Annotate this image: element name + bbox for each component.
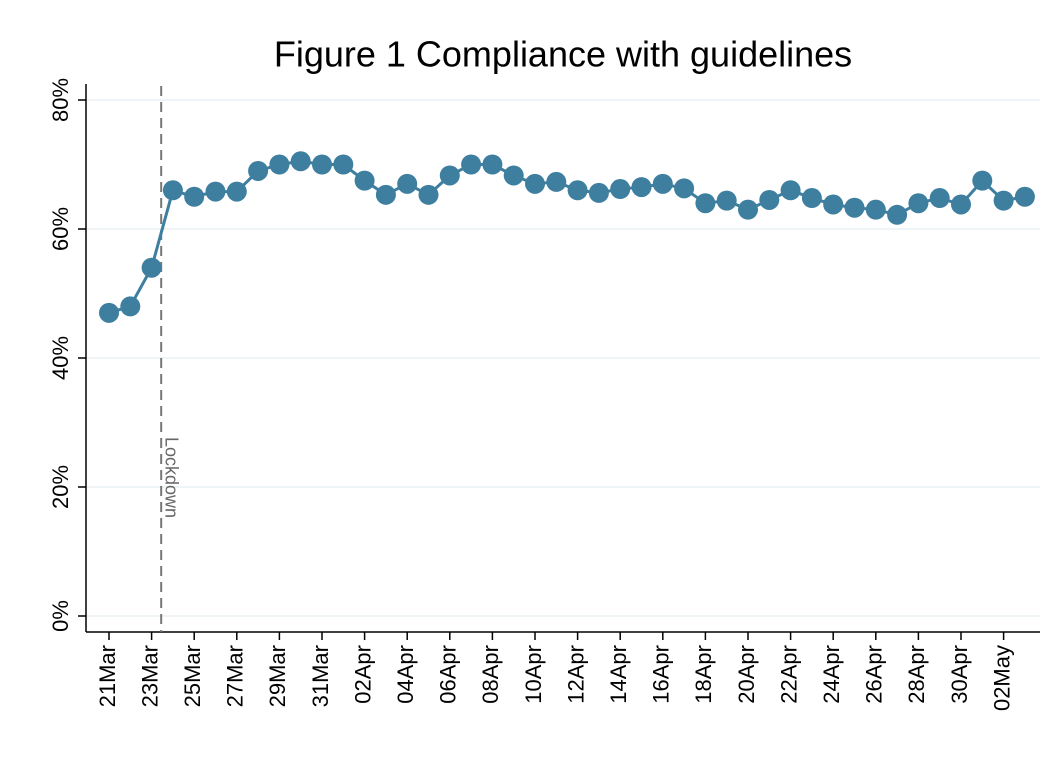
point <box>780 180 801 201</box>
point <box>99 302 119 323</box>
x-tick-label: 22Apr <box>776 645 801 704</box>
point <box>461 154 482 175</box>
point <box>546 171 567 192</box>
y-tick-label: 60% <box>48 207 73 251</box>
point <box>482 154 503 175</box>
point <box>354 170 375 191</box>
x-tick-label: 02Apr <box>350 645 375 704</box>
point <box>610 179 631 200</box>
x-tick-label: 08Apr <box>478 645 503 704</box>
x-tick-label: 16Apr <box>649 645 674 704</box>
point <box>439 165 460 186</box>
point <box>184 186 205 207</box>
point <box>333 154 354 175</box>
x-tick-label: 24Apr <box>819 645 844 704</box>
annotation: Lockdown <box>161 437 181 518</box>
point <box>823 194 844 215</box>
x-tick-label: 30Apr <box>947 645 972 704</box>
point <box>716 190 737 211</box>
point <box>312 154 332 175</box>
point <box>397 173 418 194</box>
x-tick-label: 28Apr <box>904 645 929 704</box>
point <box>674 178 695 199</box>
point <box>162 180 183 201</box>
x-tick-label: 31Mar <box>308 645 333 707</box>
point <box>269 154 290 175</box>
point <box>418 184 439 205</box>
point <box>631 177 652 198</box>
point <box>951 194 971 215</box>
x-tick-label: 26Apr <box>862 645 887 704</box>
x-tick-label: 14Apr <box>606 645 631 704</box>
point <box>525 173 545 194</box>
point <box>290 151 311 172</box>
y-tick-label: 80% <box>48 78 73 122</box>
x-tick-label: 18Apr <box>691 645 716 704</box>
x-tick-label: 04Apr <box>393 645 418 704</box>
point <box>887 204 908 225</box>
point <box>801 188 822 209</box>
point <box>993 190 1014 211</box>
series-line <box>108 159 1026 315</box>
point <box>375 184 396 205</box>
point <box>205 181 226 202</box>
point <box>695 193 716 214</box>
point <box>141 257 162 278</box>
chart-title: Figure 1 Compliance with guidelines <box>274 34 852 75</box>
point <box>738 199 758 220</box>
point <box>1014 186 1035 207</box>
point <box>226 181 247 202</box>
x-tick-label: 21Mar <box>95 645 120 707</box>
x-tick-label: 06Apr <box>436 645 461 704</box>
point <box>972 170 993 191</box>
x-tick-label: 29Mar <box>265 645 290 707</box>
point <box>908 193 929 214</box>
point <box>652 173 673 194</box>
point <box>567 180 588 201</box>
x-tick-label: 20Apr <box>734 645 759 704</box>
x-tick-label: 25Mar <box>180 645 205 707</box>
y-tick-label: 0% <box>48 600 73 632</box>
x-tick-label: 12Apr <box>563 645 588 704</box>
point <box>929 188 950 209</box>
y-tick-label: 40% <box>48 336 73 380</box>
point <box>759 189 780 210</box>
x-tick-label: 27Mar <box>223 645 248 707</box>
point <box>248 160 269 181</box>
x-tick-label: 10Apr <box>521 645 546 704</box>
point <box>844 197 865 218</box>
point <box>503 165 524 186</box>
y-tick-label: 20% <box>48 465 73 509</box>
x-tick-label: 02May <box>989 645 1014 711</box>
point <box>120 296 141 317</box>
point <box>588 182 609 203</box>
point <box>865 199 886 220</box>
x-tick-label: 23Mar <box>137 645 162 707</box>
